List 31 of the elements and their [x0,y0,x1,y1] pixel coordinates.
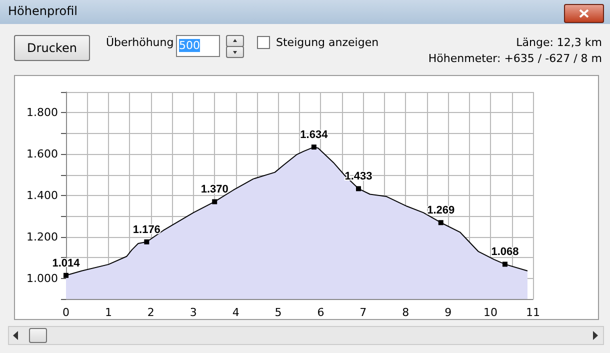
x-tick-label: 1 [104,306,112,319]
data-label: 1.068 [491,246,519,258]
data-label: 1.014 [52,257,81,270]
text: Drucken [14,35,90,61]
data-label: 1.433 [344,170,372,183]
text: Höhenmeter: +635 / -627 / 8 m [427,52,602,65]
text: Steigung anzeigen [276,36,379,49]
x-tick-label: 10 [484,306,498,319]
x-tick-label: 5 [274,306,282,319]
x-tick-label: 4 [232,306,240,319]
x-tick-label: 11 [526,306,540,319]
y-tick-label: 1.600 [26,148,58,161]
y-tick-label: 1.000 [26,272,58,285]
y-tick-label: 1.800 [26,106,58,120]
x-tick-label: 0 [62,306,70,319]
data-label: 1.176 [132,224,160,236]
text: 500 [179,39,200,52]
y-tick-label: 1.200 [26,230,58,244]
text: Überhöhung [106,36,174,49]
text: Länge: 12,3 km [515,36,602,49]
x-tick-label: 3 [190,306,197,319]
x-tick-label: 8 [402,306,410,319]
data-label: 1.634 [300,129,329,142]
data-label: 1.269 [427,204,455,217]
data-label: 1.370 [200,184,228,196]
x-tick-label: 6 [317,306,324,319]
x-tick-label: 2 [147,306,154,319]
x-tick-label: 7 [360,306,367,319]
x-tick-label: 9 [444,306,452,319]
y-tick-label: 1.400 [26,189,58,202]
chart-title: Höhenprofil [8,4,78,18]
